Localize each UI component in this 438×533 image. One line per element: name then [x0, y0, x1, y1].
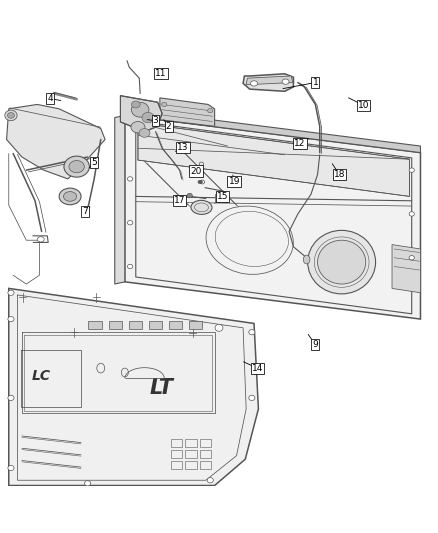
- Text: 2: 2: [166, 122, 171, 131]
- Ellipse shape: [131, 102, 149, 117]
- Text: 1: 1: [312, 78, 318, 87]
- Polygon shape: [138, 123, 410, 197]
- Text: 5: 5: [91, 158, 97, 167]
- Bar: [200, 439, 211, 447]
- Ellipse shape: [8, 395, 14, 400]
- Text: LC: LC: [32, 369, 51, 383]
- Text: 4: 4: [48, 94, 53, 103]
- Ellipse shape: [282, 79, 289, 84]
- Ellipse shape: [85, 481, 91, 486]
- Ellipse shape: [131, 122, 145, 133]
- Text: 9: 9: [312, 340, 318, 349]
- Ellipse shape: [7, 112, 14, 118]
- Text: 12: 12: [294, 139, 306, 148]
- Text: 7: 7: [82, 207, 88, 216]
- Polygon shape: [392, 245, 420, 293]
- Bar: [149, 321, 162, 329]
- Ellipse shape: [207, 478, 213, 483]
- Text: 14: 14: [252, 364, 263, 373]
- Bar: [200, 450, 211, 458]
- Bar: [171, 461, 182, 469]
- Ellipse shape: [64, 156, 89, 177]
- Ellipse shape: [127, 264, 133, 269]
- Ellipse shape: [215, 324, 223, 332]
- Bar: [189, 321, 202, 329]
- Bar: [88, 321, 102, 329]
- Polygon shape: [125, 115, 420, 319]
- Polygon shape: [243, 74, 293, 91]
- Bar: [200, 461, 211, 469]
- Ellipse shape: [208, 108, 213, 113]
- Ellipse shape: [162, 102, 167, 107]
- Text: 15: 15: [217, 192, 228, 201]
- Ellipse shape: [409, 212, 414, 216]
- Ellipse shape: [249, 329, 255, 335]
- Bar: [109, 321, 122, 329]
- Text: 19: 19: [229, 176, 240, 185]
- Ellipse shape: [8, 465, 14, 471]
- Ellipse shape: [69, 160, 84, 173]
- Ellipse shape: [127, 221, 133, 225]
- Ellipse shape: [37, 237, 44, 242]
- Bar: [185, 461, 197, 469]
- Bar: [169, 321, 182, 329]
- Text: 11: 11: [155, 69, 167, 78]
- Text: 13: 13: [177, 143, 189, 152]
- Bar: [215, 194, 227, 202]
- Text: 17: 17: [174, 196, 185, 205]
- Ellipse shape: [409, 168, 414, 172]
- Ellipse shape: [8, 290, 14, 295]
- Polygon shape: [9, 288, 258, 486]
- Ellipse shape: [8, 317, 14, 322]
- Ellipse shape: [307, 230, 375, 294]
- Polygon shape: [120, 96, 162, 132]
- Ellipse shape: [409, 255, 414, 260]
- Polygon shape: [125, 109, 420, 152]
- Ellipse shape: [251, 81, 258, 86]
- Polygon shape: [160, 98, 215, 126]
- Ellipse shape: [127, 177, 133, 181]
- Ellipse shape: [139, 128, 150, 138]
- Ellipse shape: [198, 180, 202, 184]
- Bar: [171, 439, 182, 447]
- Text: 18: 18: [334, 170, 345, 179]
- Ellipse shape: [64, 191, 77, 201]
- Ellipse shape: [191, 200, 212, 214]
- Ellipse shape: [131, 101, 140, 108]
- Text: 20: 20: [191, 166, 202, 175]
- Bar: [185, 439, 197, 447]
- Polygon shape: [7, 104, 105, 179]
- Bar: [129, 321, 142, 329]
- Text: LT: LT: [150, 377, 174, 398]
- Bar: [171, 450, 182, 458]
- Polygon shape: [115, 115, 125, 284]
- Ellipse shape: [249, 395, 255, 400]
- Bar: [185, 450, 197, 458]
- Polygon shape: [246, 76, 293, 85]
- Ellipse shape: [303, 255, 310, 264]
- Ellipse shape: [142, 112, 154, 123]
- Text: 3: 3: [152, 116, 159, 125]
- Ellipse shape: [318, 240, 366, 284]
- Text: 10: 10: [358, 101, 369, 110]
- Ellipse shape: [5, 110, 17, 120]
- Ellipse shape: [187, 193, 192, 198]
- Ellipse shape: [59, 188, 81, 205]
